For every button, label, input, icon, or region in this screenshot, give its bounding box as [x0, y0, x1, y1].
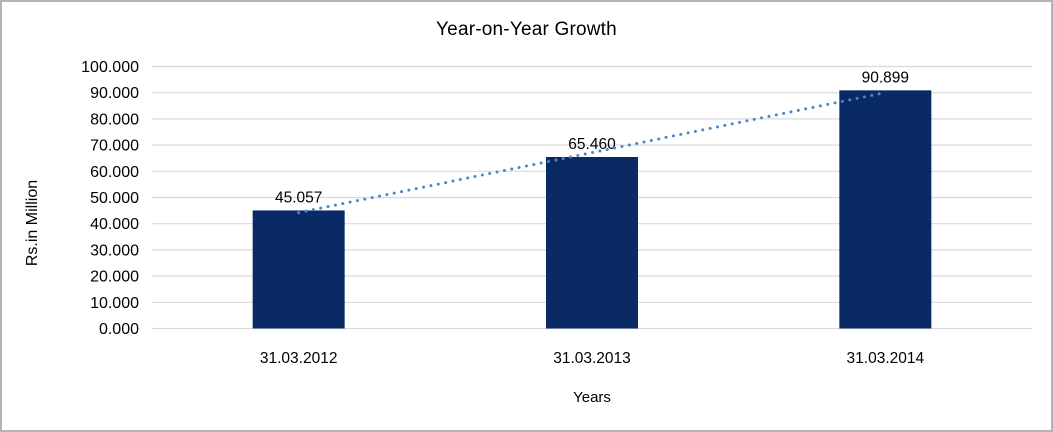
y-tick-label: 40.000 — [90, 216, 139, 233]
y-tick-label: 80.000 — [90, 111, 139, 128]
x-category-label: 31.03.2013 — [553, 350, 631, 367]
bar-31.03.2013 — [546, 156, 638, 329]
y-tick-label: 50.000 — [90, 190, 139, 207]
trendline — [297, 91, 887, 215]
chart-title: Year-on-Year Growth — [436, 19, 617, 40]
y-tick-label: 100.000 — [81, 59, 139, 76]
x-category-label: 31.03.2014 — [847, 350, 925, 367]
bar-31.03.2012 — [252, 210, 345, 329]
bar-31.03.2014 — [839, 90, 932, 329]
y-tick-label: 20.000 — [90, 269, 139, 286]
x-category-label: 31.03.2012 — [260, 350, 338, 367]
y-tick-label: 30.000 — [90, 242, 139, 259]
data-label: 90.899 — [862, 69, 909, 86]
y-tick-label: 60.000 — [90, 164, 139, 181]
data-label: 45.057 — [275, 189, 322, 206]
data-label: 65.460 — [568, 136, 616, 153]
y-tick-label: 90.000 — [90, 85, 139, 102]
y-tick-label: 10.000 — [90, 295, 139, 312]
y-tick-label: 70.000 — [90, 138, 139, 155]
x-axis-title: Years — [573, 389, 611, 406]
y-tick-label: 0.000 — [99, 321, 139, 338]
